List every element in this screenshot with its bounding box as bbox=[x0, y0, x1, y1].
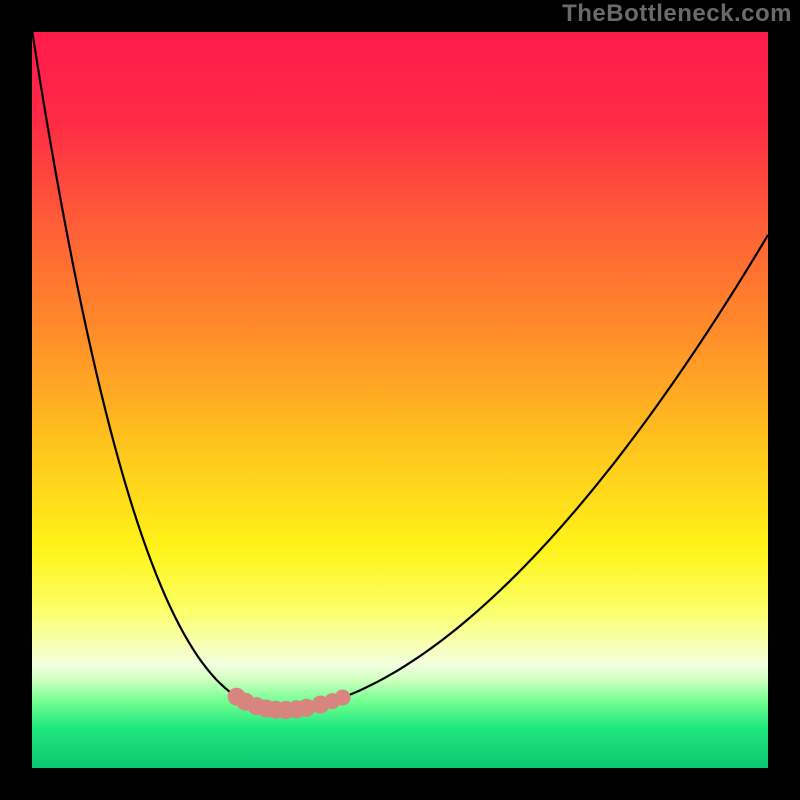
curve-marker bbox=[335, 690, 351, 706]
plot-area bbox=[32, 32, 768, 768]
chart-container: TheBottleneck.com bbox=[0, 0, 800, 800]
bottleneck-chart bbox=[0, 0, 800, 800]
watermark-text: TheBottleneck.com bbox=[562, 0, 792, 28]
